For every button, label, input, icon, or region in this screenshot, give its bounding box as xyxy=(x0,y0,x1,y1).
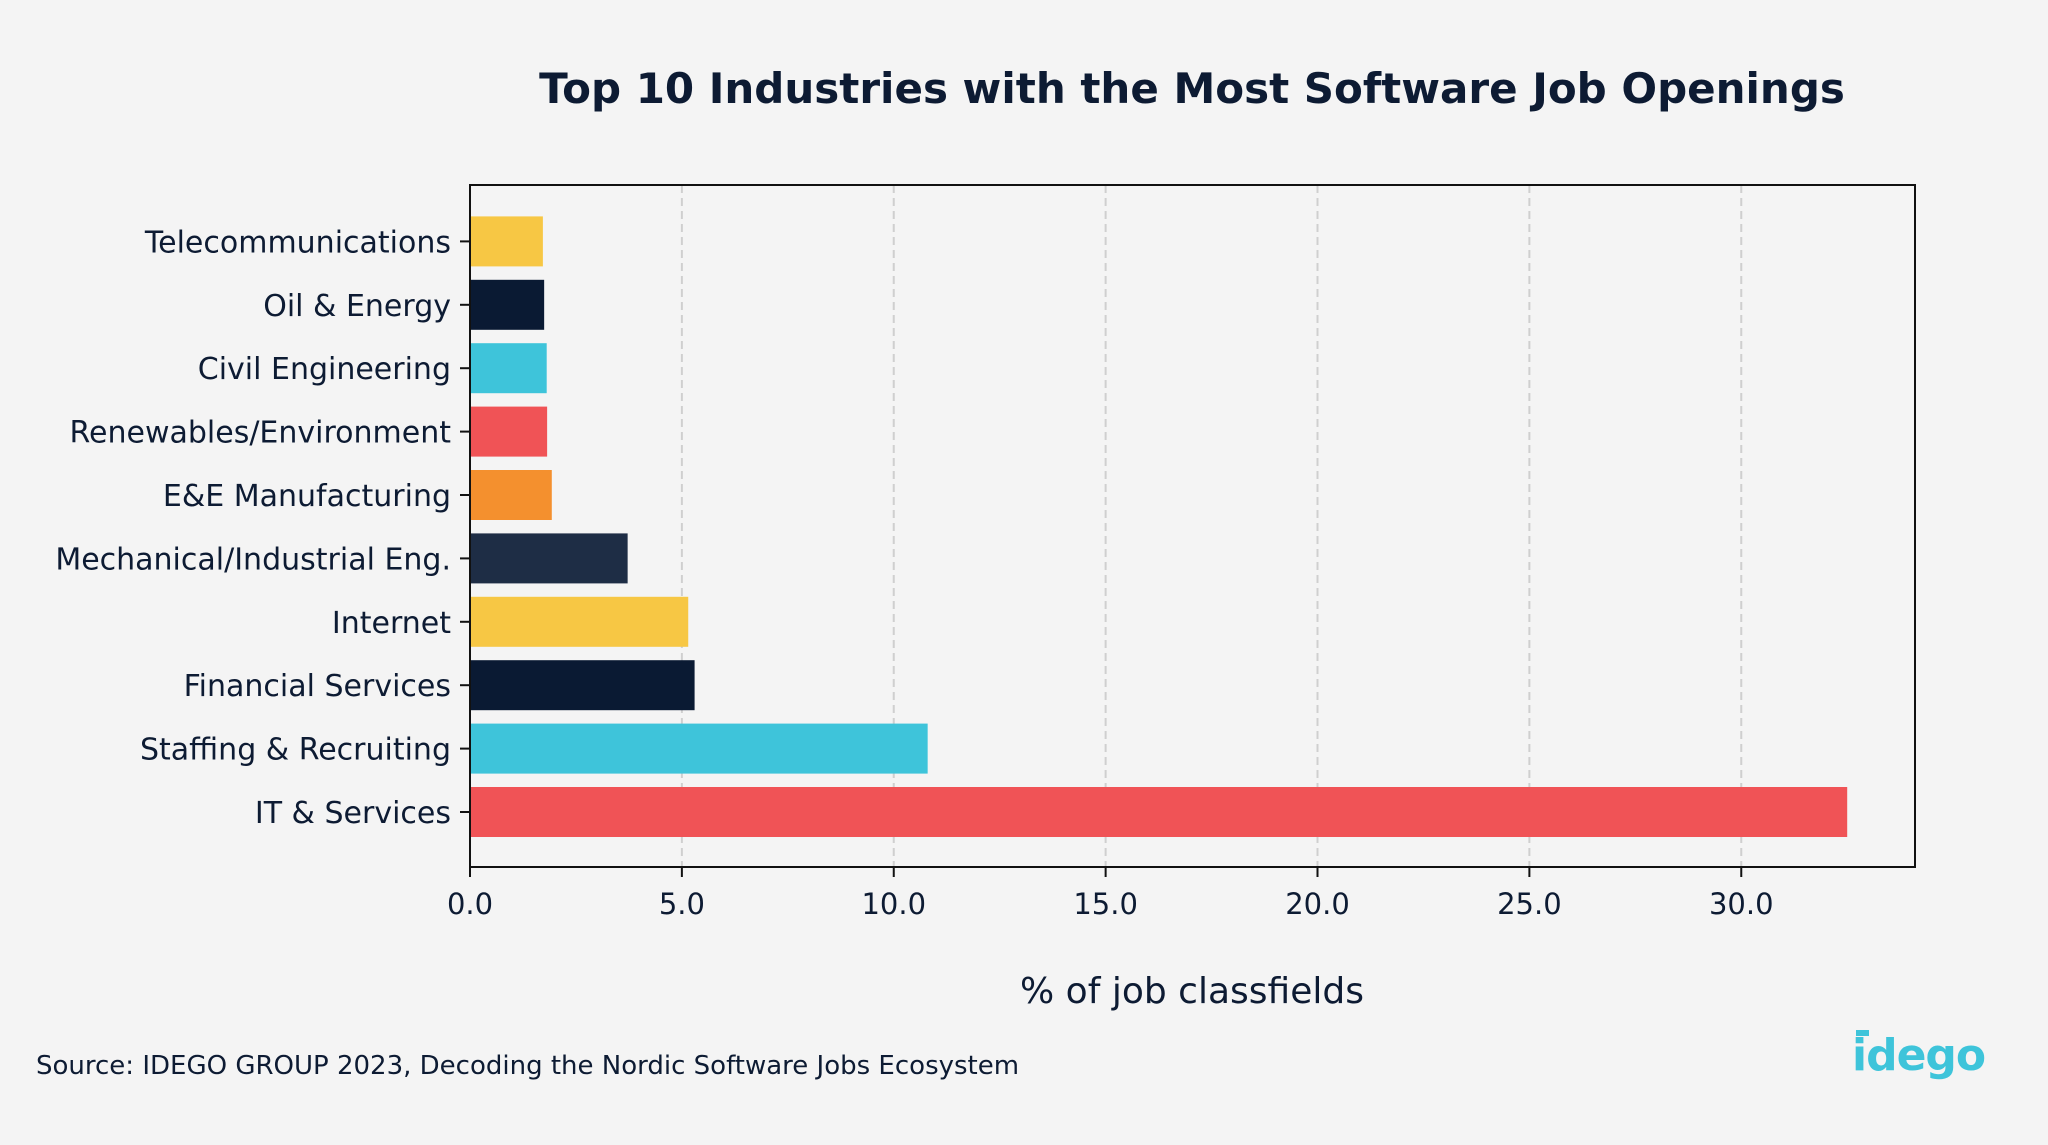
y-tick-label: Staffing & Recruiting xyxy=(140,733,451,768)
bar xyxy=(470,470,552,520)
y-tick-label: Civil Engineering xyxy=(198,352,451,387)
bar xyxy=(470,533,628,584)
plot-frame xyxy=(469,184,1916,868)
x-tick-label: 10.0 xyxy=(861,887,926,921)
y-tick-label: Financial Services xyxy=(184,669,451,704)
bar xyxy=(470,596,689,647)
x-tick-label: 30.0 xyxy=(1709,887,1774,921)
idego-logo: idego xyxy=(1852,1030,1986,1081)
y-tick-label: E&E Manufacturing xyxy=(163,479,451,514)
x-tick-label: 0.0 xyxy=(447,887,493,921)
bar xyxy=(470,216,543,267)
bar xyxy=(470,660,695,711)
source-note: Source: IDEGO GROUP 2023, Decoding the N… xyxy=(36,1051,1019,1081)
y-axis: IT & Services Staffing & Recruiting Financ… xyxy=(55,225,470,831)
chart-title: Top 10 Industries with the Most Software… xyxy=(539,64,1845,113)
y-tick-label: IT & Services xyxy=(255,796,451,831)
x-tick-label: 25.0 xyxy=(1497,887,1562,921)
bar xyxy=(470,723,928,774)
x-tick-label: 20.0 xyxy=(1285,887,1350,921)
y-tick-label: Renewables/Environment xyxy=(70,416,452,451)
bars xyxy=(470,216,1848,837)
bar xyxy=(470,343,547,394)
y-tick-label: Telecommunications xyxy=(144,225,451,260)
grid-lines xyxy=(680,185,1743,867)
y-tick-label: Internet xyxy=(332,606,451,641)
svg-text:idego: idego xyxy=(1852,1030,1985,1081)
x-axis-label: % of job classfields xyxy=(1020,971,1364,1012)
bar xyxy=(470,406,548,457)
x-axis: 0.0 5.0 10.0 15.0 20.0 25.0 30.0 xyxy=(447,867,1774,921)
x-tick-label: 15.0 xyxy=(1073,887,1138,921)
y-tick-label: Mechanical/Industrial Eng. xyxy=(55,542,451,577)
x-tick-label: 5.0 xyxy=(659,887,705,921)
y-tick-label: Oil & Energy xyxy=(263,289,451,324)
bar xyxy=(470,787,1848,837)
bar xyxy=(470,279,545,330)
